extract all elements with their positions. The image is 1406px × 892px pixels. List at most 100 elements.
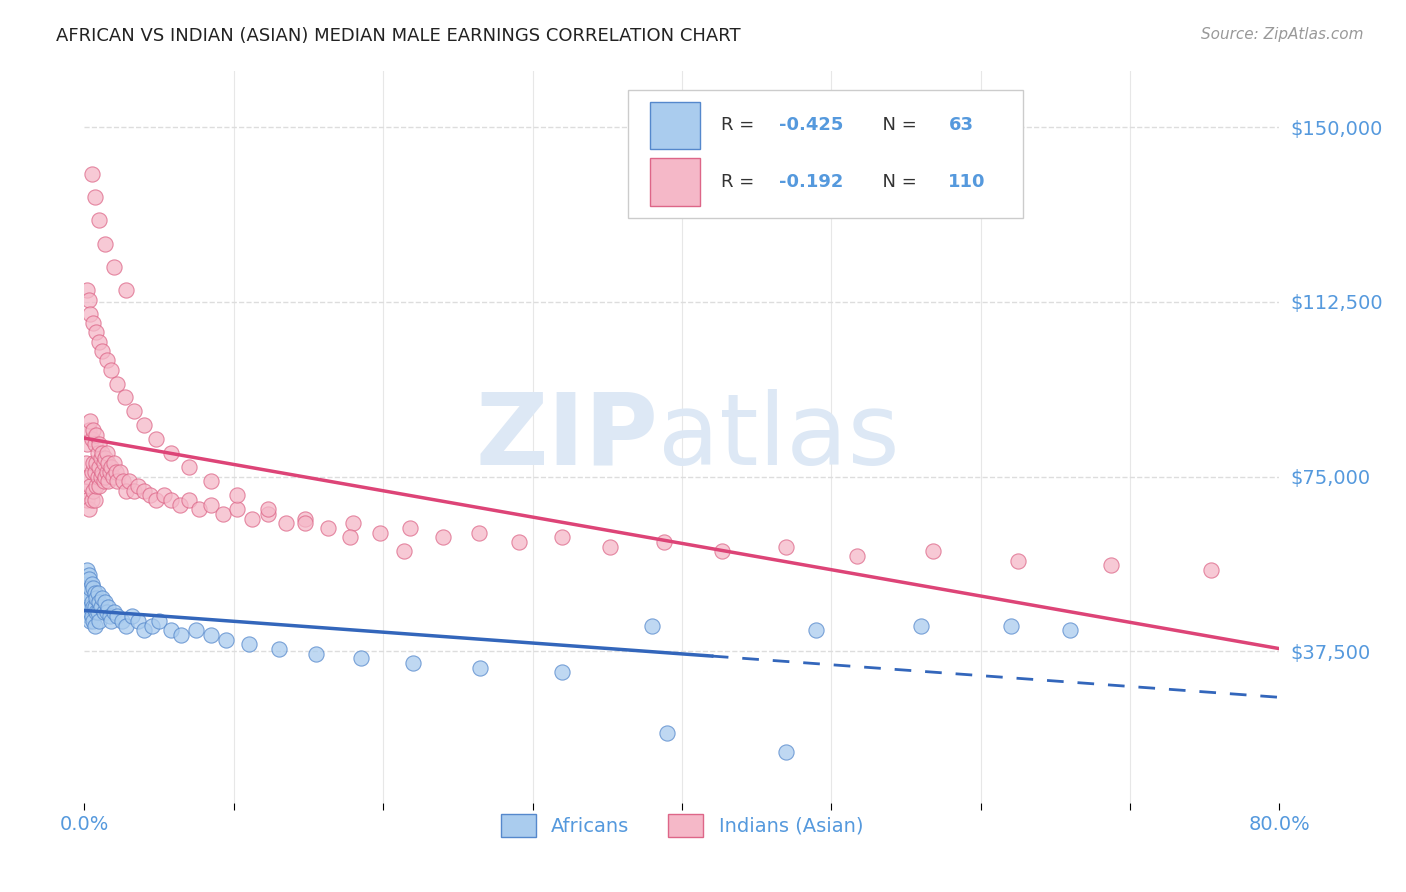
Point [145, 493, 167, 508]
Point [238, 637, 260, 651]
Point [91, 591, 114, 605]
Point [79, 414, 101, 428]
Point [76, 586, 98, 600]
Point [132, 483, 156, 498]
Point [97, 600, 120, 615]
Point [112, 475, 135, 489]
Text: N =: N = [870, 173, 922, 191]
Point [103, 605, 125, 619]
Point [76, 493, 98, 508]
Point [316, 521, 339, 535]
Point [103, 456, 125, 470]
Point [169, 498, 191, 512]
Point [775, 540, 797, 554]
Point [100, 614, 122, 628]
Point [468, 525, 491, 540]
Point [91, 343, 114, 358]
Point [392, 544, 415, 558]
Point [77, 591, 100, 605]
Point [91, 465, 114, 479]
Point [89, 614, 111, 628]
Point [89, 334, 111, 349]
Point [82, 423, 104, 437]
Point [89, 479, 111, 493]
Point [77, 423, 100, 437]
Point [76, 283, 98, 297]
Point [122, 404, 145, 418]
Point [86, 479, 108, 493]
Point [599, 540, 621, 554]
Point [97, 475, 120, 489]
Point [177, 460, 200, 475]
Point [127, 479, 149, 493]
Point [77, 469, 100, 483]
Point [122, 483, 145, 498]
Point [90, 600, 112, 615]
Point [105, 609, 128, 624]
Text: atlas: atlas [658, 389, 900, 485]
Point [200, 498, 222, 512]
Point [80, 465, 103, 479]
Point [350, 651, 373, 665]
Point [93, 456, 115, 470]
Text: 63: 63 [949, 117, 973, 135]
Point [115, 283, 138, 297]
Point [89, 213, 111, 227]
Point [114, 391, 136, 405]
Point [652, 535, 675, 549]
Point [145, 433, 167, 447]
Text: AFRICAN VS INDIAN (ASIAN) MEDIAN MALE EARNINGS CORRELATION CHART: AFRICAN VS INDIAN (ASIAN) MEDIAN MALE EA… [56, 27, 741, 45]
Point [160, 624, 183, 638]
Point [86, 456, 108, 470]
Point [240, 511, 263, 525]
Text: Source: ZipAtlas.com: Source: ZipAtlas.com [1201, 27, 1364, 42]
Point [86, 427, 108, 442]
Point [86, 591, 108, 605]
Point [96, 605, 118, 619]
Text: R =: R = [721, 117, 761, 135]
Point [910, 619, 932, 633]
Point [188, 502, 211, 516]
Point [711, 544, 734, 558]
Point [170, 628, 193, 642]
Point [76, 605, 98, 619]
Point [1007, 553, 1029, 567]
Point [132, 418, 156, 433]
Point [105, 376, 128, 391]
Point [160, 446, 183, 460]
Point [79, 600, 101, 615]
Point [93, 605, 115, 619]
Text: R =: R = [721, 173, 761, 191]
Point [77, 572, 100, 586]
Point [402, 656, 425, 670]
Point [82, 614, 104, 628]
Point [94, 595, 117, 609]
Point [75, 456, 97, 470]
Point [257, 502, 280, 516]
Point [127, 614, 149, 628]
Text: -0.192: -0.192 [779, 173, 844, 191]
Point [90, 469, 112, 483]
Point [94, 469, 117, 483]
Point [87, 605, 110, 619]
Point [89, 460, 111, 475]
Point [148, 614, 170, 628]
Point [80, 609, 103, 624]
Point [103, 260, 125, 274]
Point [87, 446, 110, 460]
Text: ZIP: ZIP [475, 389, 658, 485]
Point [257, 507, 280, 521]
Point [80, 167, 103, 181]
Point [274, 516, 297, 531]
Point [77, 567, 100, 582]
FancyBboxPatch shape [628, 89, 1022, 218]
Point [87, 469, 110, 483]
Point [83, 600, 105, 615]
Point [508, 535, 530, 549]
Point [75, 577, 97, 591]
Point [922, 544, 945, 558]
Point [141, 619, 163, 633]
Point [115, 483, 138, 498]
Point [97, 456, 120, 470]
Point [89, 437, 111, 451]
